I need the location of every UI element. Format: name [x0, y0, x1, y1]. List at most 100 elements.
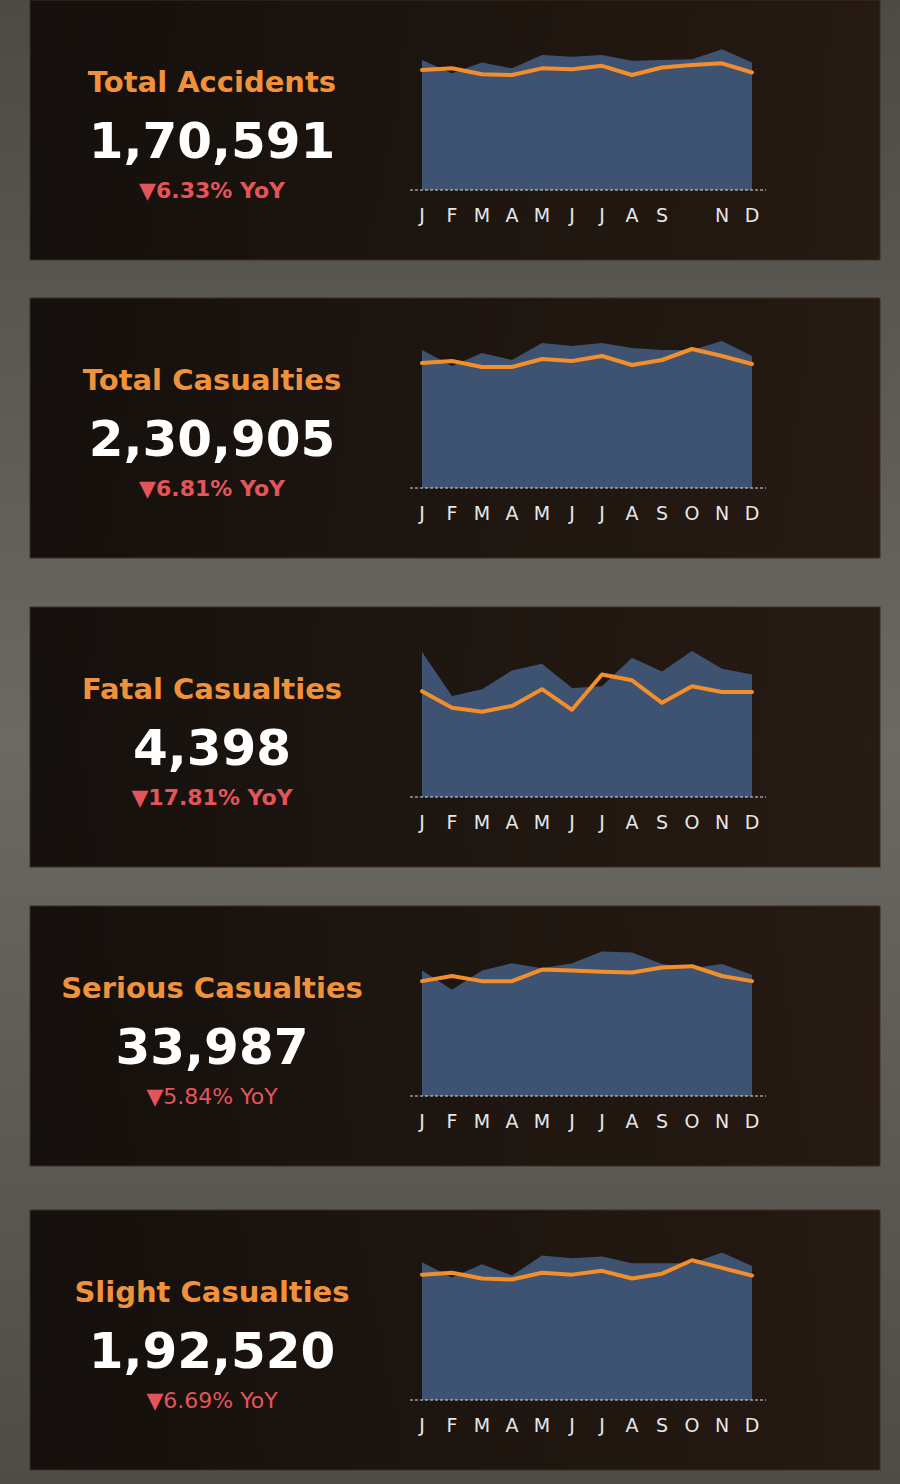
- kpi-card: Fatal Casualties4,398▼17.81% YoYJFMAMJJA…: [30, 607, 880, 867]
- yoy-change: ▼17.81% YoY: [131, 785, 293, 810]
- x-tick-label: S: [656, 204, 668, 226]
- x-tick-label: M: [474, 204, 490, 226]
- kpi-value: 1,92,520: [89, 1322, 336, 1380]
- area: [422, 952, 752, 1096]
- card-title: Slight Casualties: [74, 1275, 349, 1309]
- x-tick-label: D: [745, 811, 760, 833]
- plot-area: [422, 341, 752, 488]
- line: [422, 1260, 752, 1279]
- x-tick-label: J: [568, 502, 575, 524]
- x-tick-label: J: [568, 204, 575, 226]
- canvas: Total Accidents1,70,591▼6.33% YoYJFMAMJJ…: [0, 0, 900, 1484]
- x-tick-label: D: [745, 502, 760, 524]
- card-background: [30, 0, 880, 260]
- x-tick-label: A: [506, 204, 519, 226]
- x-tick-label: M: [534, 204, 550, 226]
- x-tick-label: O: [685, 1414, 700, 1436]
- dashboard: Total Accidents1,70,591▼6.33% YoYJFMAMJJ…: [0, 0, 900, 1484]
- baseline: [410, 797, 766, 798]
- card-background: [30, 607, 880, 867]
- baseline: [410, 190, 766, 191]
- x-tick-label: N: [715, 204, 729, 226]
- kpi-value: 4,398: [133, 719, 291, 777]
- line: [422, 966, 752, 981]
- yoy-change: ▼6.69% YoY: [146, 1388, 278, 1413]
- plot-area: [422, 952, 752, 1096]
- x-tick-label: J: [568, 1414, 575, 1436]
- baseline: [410, 1096, 766, 1097]
- x-tick-label: N: [715, 1110, 729, 1132]
- x-tick-label: D: [745, 1414, 760, 1436]
- x-tick-label: J: [418, 1414, 425, 1436]
- x-tick-label: S: [656, 502, 668, 524]
- x-tick-label: A: [506, 811, 519, 833]
- x-tick-label: M: [474, 811, 490, 833]
- yoy-change: ▼6.33% YoY: [139, 178, 286, 203]
- x-tick-label: J: [418, 204, 425, 226]
- x-tick-label: A: [506, 502, 519, 524]
- kpi-value: 2,30,905: [89, 410, 336, 468]
- kpi-card: Total Casualties2,30,905▼6.81% YoYJFMAMJ…: [30, 298, 880, 558]
- x-tick-label: J: [598, 811, 605, 833]
- x-tick-label: J: [598, 204, 605, 226]
- x-tick-label: O: [685, 811, 700, 833]
- card-title: Total Casualties: [83, 363, 341, 397]
- kpi-value: 1,70,591: [89, 112, 336, 170]
- card-background: [30, 298, 880, 558]
- x-tick-label: N: [715, 811, 729, 833]
- yoy-change: ▼6.81% YoY: [139, 476, 286, 501]
- kpi-card: Serious Casualties33,987▼5.84% YoYJFMAMJ…: [30, 906, 880, 1166]
- x-tick-label: A: [626, 502, 639, 524]
- x-tick-label: F: [447, 502, 458, 524]
- x-tick-label: M: [534, 1414, 550, 1436]
- x-tick-label: A: [506, 1110, 519, 1132]
- x-tick-label: J: [598, 502, 605, 524]
- x-tick-label: A: [626, 204, 639, 226]
- x-tick-label: S: [656, 1414, 668, 1436]
- yoy-change: ▼5.84% YoY: [146, 1084, 278, 1109]
- area: [422, 1253, 752, 1400]
- x-tick-label: J: [418, 502, 425, 524]
- x-tick-label: J: [418, 1110, 425, 1132]
- x-tick-label: F: [447, 811, 458, 833]
- x-tick-label: F: [447, 1110, 458, 1132]
- kpi-card: Slight Casualties1,92,520▼6.69% YoYJFMAM…: [30, 1210, 880, 1470]
- x-tick-label: O: [685, 1110, 700, 1132]
- background: [0, 0, 900, 1484]
- x-tick-label: M: [534, 1110, 550, 1132]
- x-tick-label: M: [474, 502, 490, 524]
- x-tick-label: A: [626, 1110, 639, 1132]
- x-tick-label: M: [474, 1110, 490, 1132]
- card-background: [30, 1210, 880, 1470]
- x-tick-label: J: [598, 1110, 605, 1132]
- x-tick-label: M: [534, 502, 550, 524]
- line: [422, 349, 752, 367]
- x-tick-label: N: [715, 1414, 729, 1436]
- plot-area: [422, 1253, 752, 1400]
- plot-area: [422, 651, 752, 797]
- card-title: Total Accidents: [88, 65, 336, 99]
- kpi-value: 33,987: [116, 1018, 309, 1076]
- baseline: [410, 1400, 766, 1401]
- x-tick-label: N: [715, 502, 729, 524]
- x-tick-label: M: [474, 1414, 490, 1436]
- x-tick-label: A: [506, 1414, 519, 1436]
- line: [422, 675, 752, 712]
- card-title: Fatal Casualties: [82, 672, 342, 706]
- area: [422, 49, 752, 190]
- x-tick-label: J: [598, 1414, 605, 1436]
- x-tick-label: F: [447, 1414, 458, 1436]
- line: [422, 63, 752, 75]
- x-tick-label: A: [626, 1414, 639, 1436]
- area: [422, 651, 752, 797]
- x-tick-label: O: [685, 502, 700, 524]
- x-tick-label: F: [447, 204, 458, 226]
- kpi-card: Total Accidents1,70,591▼6.33% YoYJFMAMJJ…: [30, 0, 880, 260]
- card-title: Serious Casualties: [61, 971, 363, 1005]
- x-tick-label: S: [656, 1110, 668, 1132]
- area: [422, 341, 752, 488]
- x-tick-label: J: [568, 811, 575, 833]
- x-tick-label: J: [568, 1110, 575, 1132]
- card-background: [30, 906, 880, 1166]
- x-tick-label: M: [534, 811, 550, 833]
